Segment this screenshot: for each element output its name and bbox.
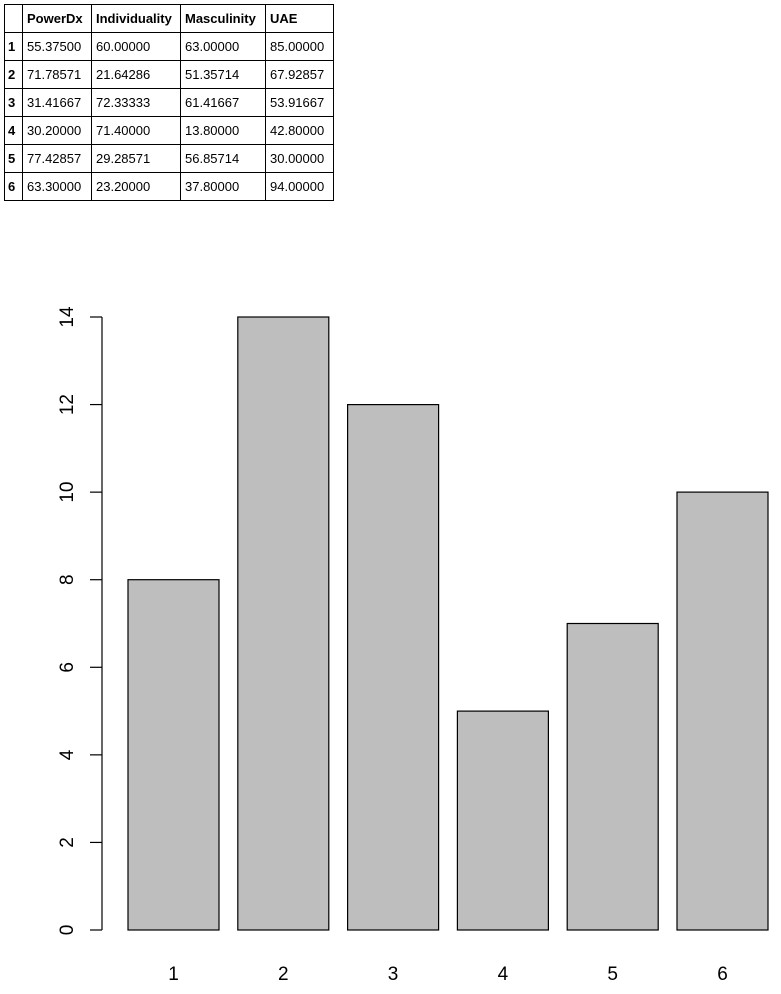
table-cell: 13.80000 bbox=[180, 116, 266, 145]
y-tick-label: 0 bbox=[57, 925, 78, 936]
x-tick-label: 5 bbox=[607, 964, 618, 985]
column-header-masculinity: Masculinity bbox=[180, 4, 266, 33]
table-cell: 67.92857 bbox=[265, 60, 334, 89]
x-tick-label: 1 bbox=[168, 964, 179, 985]
table-row: 1 55.37500 60.00000 63.00000 85.00000 bbox=[4, 32, 334, 61]
table-cell: 77.42857 bbox=[22, 144, 92, 173]
bar-3 bbox=[347, 404, 440, 931]
bar-1 bbox=[127, 579, 220, 931]
x-tick-label: 2 bbox=[278, 964, 289, 985]
table-cell: 60.00000 bbox=[91, 32, 181, 61]
table-cell: 71.78571 bbox=[22, 60, 92, 89]
data-table: PowerDx Individuality Masculinity UAE 1 … bbox=[4, 4, 334, 201]
table-cell: 37.80000 bbox=[180, 172, 266, 201]
column-header-powerdx: PowerDx bbox=[22, 4, 92, 33]
bars-group bbox=[127, 316, 769, 931]
y-tick-label: 14 bbox=[57, 306, 78, 328]
row-name: 6 bbox=[4, 172, 23, 201]
table-cell: 53.91667 bbox=[265, 88, 334, 117]
y-tick-label: 8 bbox=[57, 574, 78, 585]
table-cell: 23.20000 bbox=[91, 172, 181, 201]
table-cell: 85.00000 bbox=[265, 32, 334, 61]
table-row: 2 71.78571 21.64286 51.35714 67.92857 bbox=[4, 60, 334, 89]
table-cell: 63.00000 bbox=[180, 32, 266, 61]
table-cell: 94.00000 bbox=[265, 172, 334, 201]
table-row: 5 77.42857 29.28571 56.85714 30.00000 bbox=[4, 144, 334, 173]
x-tick-label: 3 bbox=[388, 964, 399, 985]
table-cell: 29.28571 bbox=[91, 144, 181, 173]
y-tick-label: 4 bbox=[57, 749, 78, 760]
table-row: 6 63.30000 23.20000 37.80000 94.00000 bbox=[4, 172, 334, 201]
y-tick-label: 2 bbox=[57, 837, 78, 848]
bar-5 bbox=[566, 622, 659, 931]
table-cell: 21.64286 bbox=[91, 60, 181, 89]
table-row: 3 31.41667 72.33333 61.41667 53.91667 bbox=[4, 88, 334, 117]
y-tick-label: 10 bbox=[57, 482, 78, 503]
x-tick-label: 6 bbox=[717, 964, 728, 985]
table-cell: 55.37500 bbox=[22, 32, 92, 61]
table-cell: 63.30000 bbox=[22, 172, 92, 201]
table-cell: 30.20000 bbox=[22, 116, 92, 145]
y-tick-label: 12 bbox=[57, 394, 78, 415]
x-tick-label: 4 bbox=[498, 964, 509, 985]
table-cell: 31.41667 bbox=[22, 88, 92, 117]
y-tick-label: 6 bbox=[57, 662, 78, 673]
bar-2 bbox=[237, 316, 330, 931]
bar-4 bbox=[456, 710, 549, 931]
y-axis: 0 2 4 6 8 10 12 14 bbox=[57, 306, 103, 936]
bar-6 bbox=[676, 491, 769, 931]
table-header-row: PowerDx Individuality Masculinity UAE bbox=[4, 4, 334, 33]
x-axis-labels: 1 2 3 4 5 6 bbox=[168, 964, 728, 985]
table-cell: 42.80000 bbox=[265, 116, 334, 145]
column-header-individuality: Individuality bbox=[91, 4, 181, 33]
